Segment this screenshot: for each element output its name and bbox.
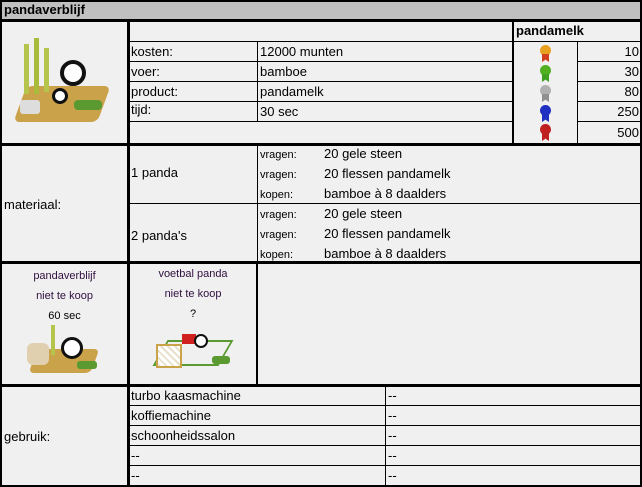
- gold-medal-icon: [539, 45, 551, 62]
- info-label-kosten: kosten:: [131, 44, 173, 59]
- related-time: 60 sec: [48, 310, 81, 322]
- line-key: kopen:: [260, 189, 294, 201]
- green-medal-icon: [539, 65, 551, 82]
- line-value: 20 gele steen: [324, 146, 403, 161]
- product-header: pandamelk: [516, 23, 584, 38]
- info-value-product: pandamelk: [260, 84, 324, 99]
- gebruik-label: gebruik:: [4, 429, 51, 444]
- level-value: 500: [617, 125, 639, 140]
- level-value: 10: [624, 44, 639, 59]
- related-time: ?: [189, 308, 197, 320]
- line-value: bamboe à 8 daalders: [324, 186, 447, 201]
- level-value: 250: [617, 104, 639, 119]
- line-value: 20 gele steen: [324, 206, 403, 221]
- silver-medal-icon: [539, 85, 551, 102]
- line-key: vragen:: [260, 149, 297, 161]
- level-value: 30: [624, 64, 639, 79]
- line-value: 20 flessen pandamelk: [324, 226, 451, 241]
- line-value: bamboe à 8 daalders: [324, 246, 447, 261]
- red-medal-icon: [539, 124, 551, 141]
- gebruik-value: --: [388, 448, 397, 463]
- line-key: kopen:: [260, 249, 294, 261]
- info-label-voer: voer:: [131, 64, 160, 79]
- info-value-tijd: 30 sec: [260, 104, 299, 119]
- pandaverblijf-image: [13, 38, 111, 130]
- pandaverblijf-small-image: [27, 325, 100, 375]
- group-name: 1 panda: [131, 165, 178, 180]
- gebruik-item: koffiemachine: [131, 408, 211, 423]
- gebruik-value: --: [388, 468, 397, 483]
- related-name: voetbal panda: [158, 268, 228, 280]
- level-value: 80: [624, 84, 639, 99]
- materiaal-label: materiaal:: [4, 197, 62, 212]
- related-status: niet te koop: [36, 290, 93, 302]
- related-status: niet te koop: [164, 288, 222, 300]
- info-label-tijd: tijd:: [131, 102, 152, 117]
- gebruik-value: --: [388, 388, 397, 403]
- info-value-kosten: 12000 munten: [260, 44, 344, 59]
- gebruik-value: --: [388, 408, 397, 423]
- related-name: pandaverblijf: [33, 270, 96, 282]
- gebruik-item: --: [131, 448, 140, 463]
- page-title: pandaverblijf: [4, 2, 85, 17]
- blue-medal-icon: [539, 105, 551, 122]
- group-name: 2 panda's: [131, 228, 187, 243]
- line-key: vragen:: [260, 169, 297, 181]
- info-label-product: product:: [131, 84, 178, 99]
- title-bar: [0, 0, 642, 20]
- gebruik-item: turbo kaasmachine: [131, 388, 241, 403]
- gebruik-item: --: [131, 468, 140, 483]
- line-key: vragen:: [260, 209, 297, 221]
- line-value: 20 flessen pandamelk: [324, 166, 451, 181]
- line-key: vragen:: [260, 229, 297, 241]
- info-value-voer: bamboe: [260, 64, 307, 79]
- voetbal-panda-image: [152, 332, 234, 372]
- gebruik-value: --: [388, 428, 397, 443]
- gebruik-item: schoonheidssalon: [131, 428, 236, 443]
